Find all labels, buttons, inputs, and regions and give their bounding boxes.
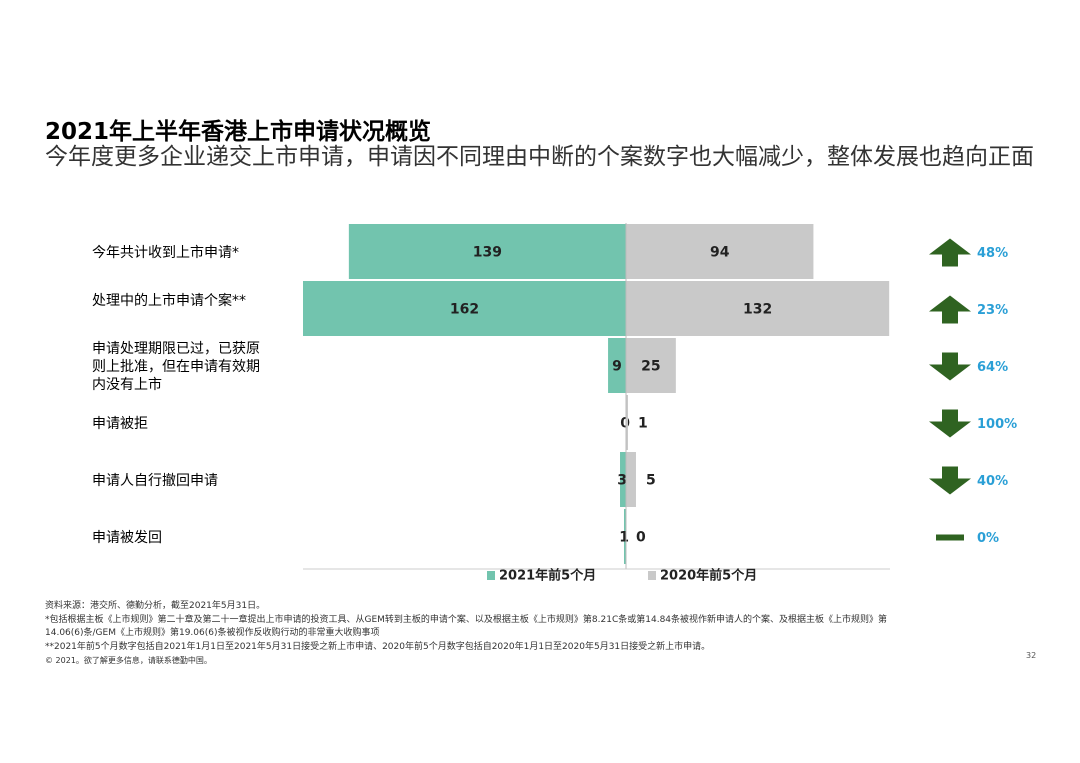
change-arrow xyxy=(929,295,971,324)
value-label: 0 xyxy=(636,530,646,546)
value-label: 5 xyxy=(646,473,656,489)
bar xyxy=(626,452,636,507)
legend-label: 2021年前5个月 xyxy=(499,568,596,584)
value-label: 9 xyxy=(612,359,622,375)
page-number: 32 xyxy=(1026,651,1037,660)
category-label: 处理中的上市申请个案** xyxy=(92,292,246,309)
bar xyxy=(624,509,626,564)
category-label: 申请被拒 xyxy=(92,415,148,432)
change-arrow xyxy=(929,466,971,495)
footnote: © 2021。欲了解更多信息，请联系德勤中国。 xyxy=(45,656,212,665)
footnote: *包括根据主板《上市规则》第二十章及第二十一章提出上市申请的投资工具、从GEM转… xyxy=(45,615,888,638)
value-label: 132 xyxy=(743,302,772,318)
footnote: 资料来源：港交所、德勤分析，截至2021年5月31日。 xyxy=(45,601,266,611)
bar xyxy=(348,224,626,279)
change-arrow xyxy=(929,238,971,267)
value-label: 3 xyxy=(617,473,627,489)
value-label: 1 xyxy=(619,530,629,546)
bar xyxy=(626,281,890,336)
subtitle: 今年度更多企业递交上市申请，申请因不同理由中断的个案数字也大幅减少，整体发展也趋… xyxy=(45,144,1034,170)
bar xyxy=(626,338,676,393)
bar xyxy=(620,452,626,507)
footnote: **2021年前5个月数字包括自2021年1月1日至2021年5月31日接受之新… xyxy=(45,642,711,652)
value-label: 0 xyxy=(620,416,630,432)
title: 2021年上半年香港上市申请状况概览 xyxy=(45,119,432,145)
bar xyxy=(626,395,628,450)
bar xyxy=(626,224,814,279)
change-arrow xyxy=(936,534,964,541)
value-label: 1 xyxy=(638,416,648,432)
legend-swatch xyxy=(648,571,656,580)
change-label: 100% xyxy=(977,417,1017,432)
bar xyxy=(608,338,626,393)
value-label: 162 xyxy=(450,302,479,318)
legend-swatch xyxy=(487,571,495,580)
bar xyxy=(303,281,626,336)
change-arrow xyxy=(929,409,971,438)
change-label: 23% xyxy=(977,303,1008,318)
value-label: 139 xyxy=(473,245,502,261)
value-label: 25 xyxy=(641,359,660,375)
value-label: 94 xyxy=(710,245,730,261)
category-label: 今年共计收到上市申请* xyxy=(92,244,239,261)
change-label: 64% xyxy=(977,360,1008,375)
change-label: 48% xyxy=(977,246,1008,261)
change-label: 40% xyxy=(977,474,1008,489)
change-label: 0% xyxy=(977,531,999,546)
category-label: 申请被发回 xyxy=(92,529,162,546)
legend-label: 2020年前5个月 xyxy=(660,568,757,584)
category-label: 申请处理期限已过，已获原则上批准，但在申请有效期内没有上市 xyxy=(92,340,260,393)
change-arrow xyxy=(929,352,971,381)
category-label: 申请人自行撤回申请 xyxy=(92,472,218,489)
